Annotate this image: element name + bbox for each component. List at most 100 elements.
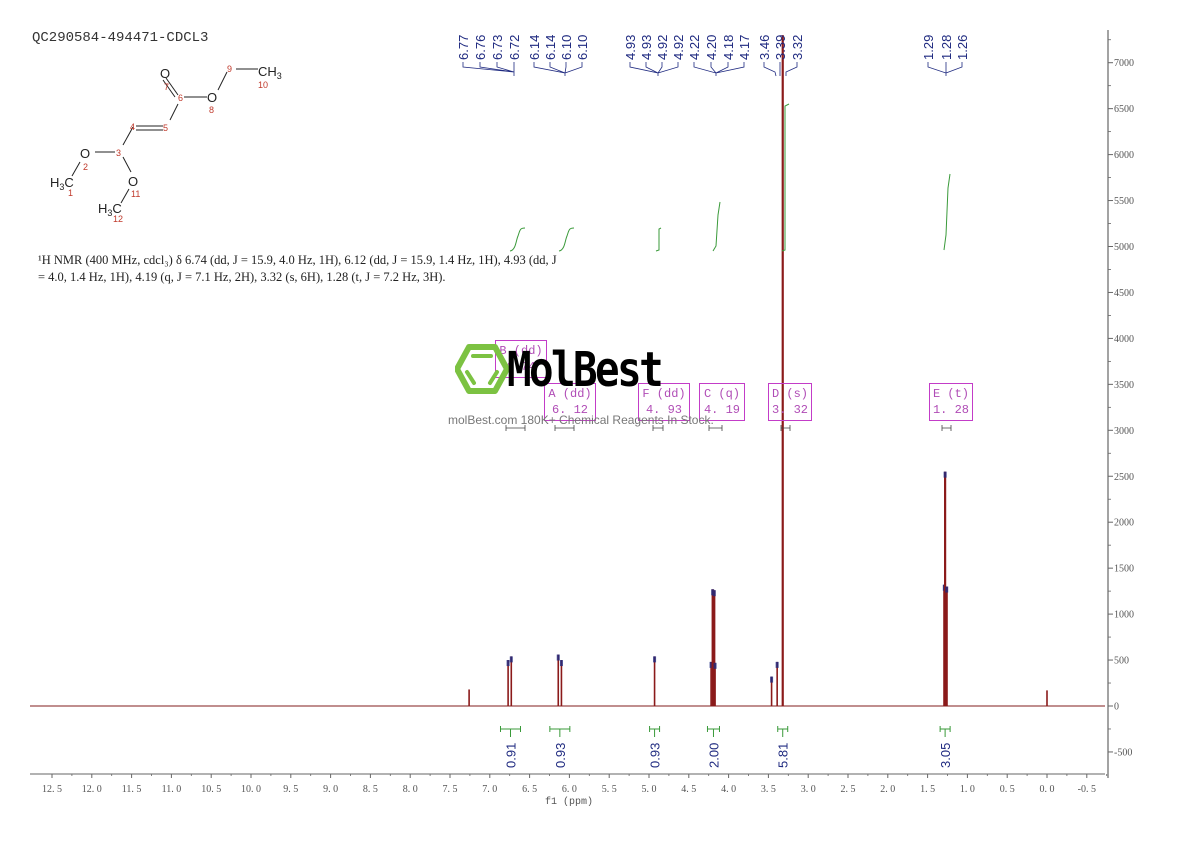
x-tick-label: 6. 5 <box>522 784 537 795</box>
peak-shift-label: 6.76 <box>473 35 488 60</box>
integral-value: 0.93 <box>648 743 663 768</box>
svg-text:9: 9 <box>227 64 232 74</box>
multiplet-box-f: F (dd) 4. 93 <box>638 383 690 421</box>
x-axis: 12. 5 12. 0 11. 5 11. 0 10. 5 10. 0 9. 5 9. 0 8.… <box>30 773 1108 795</box>
svg-text:11: 11 <box>131 189 140 199</box>
multiplet-ranges <box>505 425 952 431</box>
x-tick-label: 6. 0 <box>562 784 577 795</box>
multiplet-label: B (dd) <box>499 344 543 358</box>
peak-labels: 6.77 6.76 6.73 6.72 6.14 6.14 6.10 6.10 4.93 4.93… <box>456 35 970 60</box>
x-tick-label: 12. 0 <box>82 784 102 795</box>
x-tick-label: -0. 5 <box>1078 784 1096 795</box>
y-tick-label: 2500 <box>1114 472 1134 483</box>
peak-shift-label: 4.17 <box>737 35 752 60</box>
peak-shift-label: 4.93 <box>639 35 654 60</box>
x-tick-label: 8. 5 <box>363 784 378 795</box>
y-tick-label: 3000 <box>1114 426 1134 437</box>
multiplet-label: D (s) <box>771 387 808 401</box>
y-tick-label: 3500 <box>1114 380 1134 391</box>
svg-text:8: 8 <box>209 105 214 115</box>
peak-shift-label: 6.14 <box>527 35 542 60</box>
x-tick-label: 9. 5 <box>283 784 298 795</box>
peak-shift-label: 1.28 <box>939 35 954 60</box>
svg-text:4: 4 <box>130 122 135 132</box>
peak-shift-label: 1.26 <box>955 35 970 60</box>
x-tick-label: 8. 0 <box>403 784 418 795</box>
multiplet-label: E (t) <box>932 387 969 401</box>
y-tick-label: 1000 <box>1114 610 1134 621</box>
y-tick-label: 6000 <box>1114 150 1134 161</box>
x-tick-label: 1. 0 <box>960 784 975 795</box>
multiplet-box-b: B (dd) 6.74 <box>495 340 547 378</box>
y-tick-label: 4500 <box>1114 288 1134 299</box>
multiplet-value: 1. 28 <box>932 403 969 417</box>
x-tick-label: 1. 5 <box>920 784 935 795</box>
peak-shift-label: 4.93 <box>623 35 638 60</box>
x-axis-title: f1 (ppm) <box>545 797 594 808</box>
svg-text:H3C: H3C <box>50 175 74 192</box>
svg-text:H3C: H3C <box>98 201 122 218</box>
x-tick-label: 4. 5 <box>681 784 696 795</box>
peak-shift-label: 3.39 <box>773 35 788 60</box>
multiplet-value: 4. 93 <box>645 403 682 417</box>
x-tick-label: 5. 5 <box>602 784 617 795</box>
x-tick-label: 3. 5 <box>761 784 776 795</box>
svg-text:O: O <box>128 174 138 189</box>
x-tick-label: 11. 5 <box>122 784 142 795</box>
y-tick-label: 1500 <box>1114 564 1134 575</box>
y-tick-label: 0 <box>1114 702 1119 713</box>
peak-shift-label: 6.10 <box>559 35 574 60</box>
multiplet-box-a: A (dd) 6. 12 <box>544 383 596 421</box>
x-tick-label: 4. 0 <box>721 784 736 795</box>
integral-value: 3.05 <box>938 743 953 768</box>
y-tick-label: -500 <box>1114 747 1132 758</box>
x-tick-label: 7. 0 <box>482 784 497 795</box>
peak-shift-label: 6.72 <box>507 35 522 60</box>
sample-id-title: QC290584-494471-CDCL3 <box>32 30 209 46</box>
spectrum-trace <box>30 35 1105 707</box>
benzene-logo-icon <box>455 344 509 394</box>
peak-shift-label: 1.29 <box>921 35 936 60</box>
molecule-structure: O O CH3 O O H3C H3C 7 6 8 9 10 5 4 3 2 1… <box>50 64 282 224</box>
svg-text:1: 1 <box>68 188 73 198</box>
x-tick-label: 11. 0 <box>162 784 182 795</box>
svg-text:5: 5 <box>163 123 168 133</box>
molbest-tagline: molBest.com 180K+ Chemical Reagents In S… <box>448 413 714 427</box>
multiplet-label: C (q) <box>703 387 740 401</box>
multiplet-label: A (dd) <box>548 387 592 401</box>
peak-shift-label: 4.18 <box>721 35 736 60</box>
y-tick-label: 2000 <box>1114 518 1134 529</box>
multiplet-value: 3. 32 <box>771 403 808 417</box>
svg-text:10: 10 <box>258 80 268 90</box>
integral-brackets: 0.91 0.93 0.93 2.00 5.81 3.05 <box>499 726 953 768</box>
peak-label-connectors <box>462 62 963 77</box>
x-tick-label: 12. 5 <box>42 784 62 795</box>
x-tick-label: 2. 5 <box>841 784 856 795</box>
nmr-description: ¹H NMR (400 MHz, cdcl₃) δ 6.74 (dd, J = … <box>38 252 598 286</box>
x-tick-label: 0. 5 <box>1000 784 1015 795</box>
multiplet-value: 4. 19 <box>703 403 740 417</box>
multiplet-value: 6. 12 <box>551 403 588 417</box>
x-tick-label: 5. 0 <box>642 784 657 795</box>
peak-shift-label: 6.14 <box>543 35 558 60</box>
svg-text:3: 3 <box>116 148 121 158</box>
x-tick-label: 9. 0 <box>323 784 338 795</box>
svg-text:6: 6 <box>178 93 183 103</box>
peak-shift-label: 4.22 <box>687 35 702 60</box>
x-tick-label: 2. 0 <box>880 784 895 795</box>
y-tick-label: 7000 <box>1114 58 1134 69</box>
peak-shift-label: 3.32 <box>790 35 805 60</box>
peak-shift-label: 4.92 <box>671 35 686 60</box>
molbest-brand: MolBest <box>507 342 664 398</box>
multiplet-value: 6.74 <box>506 360 536 374</box>
svg-text:CH3: CH3 <box>258 64 282 81</box>
integral-curves <box>509 103 951 252</box>
multiplet-box-c: C (q) 4. 19 <box>699 383 745 421</box>
integral-value: 0.91 <box>503 743 518 768</box>
x-tick-label: 10. 0 <box>241 784 261 795</box>
multiplet-box-d: D (s) 3. 32 <box>768 383 812 421</box>
peak-shift-label: 6.77 <box>456 35 471 60</box>
peak-shift-label: 6.73 <box>490 35 505 60</box>
y-tick-label: 4000 <box>1114 334 1134 345</box>
